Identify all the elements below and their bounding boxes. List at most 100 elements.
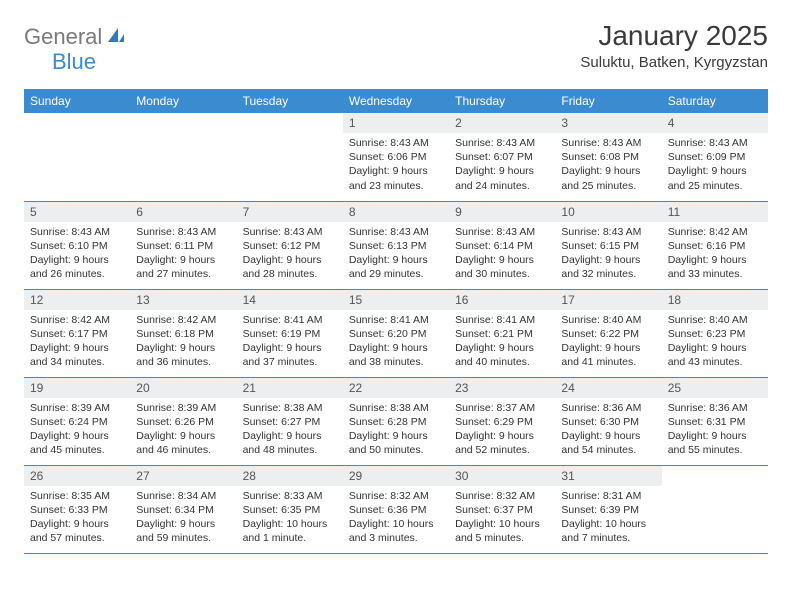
day-detail-line: and 32 minutes.: [561, 267, 655, 281]
day-detail-line: Sunset: 6:16 PM: [668, 239, 762, 253]
calendar-cell: 8Sunrise: 8:43 AMSunset: 6:13 PMDaylight…: [343, 201, 449, 289]
calendar-cell: 16Sunrise: 8:41 AMSunset: 6:21 PMDayligh…: [449, 289, 555, 377]
day-detail-line: Daylight: 9 hours: [136, 517, 230, 531]
day-details: Sunrise: 8:38 AMSunset: 6:28 PMDaylight:…: [343, 398, 449, 463]
calendar-cell: 21Sunrise: 8:38 AMSunset: 6:27 PMDayligh…: [237, 377, 343, 465]
day-detail-line: Sunrise: 8:34 AM: [136, 489, 230, 503]
day-detail-line: Sunrise: 8:42 AM: [30, 313, 124, 327]
day-detail-line: Sunset: 6:11 PM: [136, 239, 230, 253]
day-detail-line: and 5 minutes.: [455, 531, 549, 545]
dayhead-wed: Wednesday: [343, 89, 449, 113]
calendar-cell: [237, 113, 343, 201]
logo-word2: Blue: [24, 49, 96, 75]
day-details: Sunrise: 8:40 AMSunset: 6:22 PMDaylight:…: [555, 310, 661, 375]
day-detail-line: Sunrise: 8:40 AM: [561, 313, 655, 327]
day-detail-line: and 46 minutes.: [136, 443, 230, 457]
day-detail-line: Sunset: 6:17 PM: [30, 327, 124, 341]
day-number: 13: [130, 290, 236, 310]
day-detail-line: Sunset: 6:15 PM: [561, 239, 655, 253]
day-details: Sunrise: 8:41 AMSunset: 6:20 PMDaylight:…: [343, 310, 449, 375]
day-number: 12: [24, 290, 130, 310]
day-detail-line: Sunrise: 8:42 AM: [136, 313, 230, 327]
day-detail-line: and 38 minutes.: [349, 355, 443, 369]
calendar-week: 5Sunrise: 8:43 AMSunset: 6:10 PMDaylight…: [24, 201, 768, 289]
day-detail-line: and 26 minutes.: [30, 267, 124, 281]
calendar-cell: [24, 113, 130, 201]
day-details: Sunrise: 8:35 AMSunset: 6:33 PMDaylight:…: [24, 486, 130, 551]
day-detail-line: Sunrise: 8:43 AM: [455, 136, 549, 150]
day-number: 15: [343, 290, 449, 310]
day-detail-line: Sunrise: 8:41 AM: [455, 313, 549, 327]
calendar-cell: 23Sunrise: 8:37 AMSunset: 6:29 PMDayligh…: [449, 377, 555, 465]
day-detail-line: Daylight: 9 hours: [30, 517, 124, 531]
day-detail-line: Sunrise: 8:42 AM: [668, 225, 762, 239]
day-details: Sunrise: 8:43 AMSunset: 6:06 PMDaylight:…: [343, 133, 449, 198]
day-detail-line: Sunrise: 8:43 AM: [455, 225, 549, 239]
day-detail-line: Sunrise: 8:43 AM: [349, 225, 443, 239]
day-detail-line: Sunset: 6:37 PM: [455, 503, 549, 517]
day-number: 11: [662, 202, 768, 222]
calendar-cell: 19Sunrise: 8:39 AMSunset: 6:24 PMDayligh…: [24, 377, 130, 465]
day-detail-line: Daylight: 9 hours: [668, 429, 762, 443]
day-details: Sunrise: 8:41 AMSunset: 6:19 PMDaylight:…: [237, 310, 343, 375]
day-details: Sunrise: 8:43 AMSunset: 6:10 PMDaylight:…: [24, 222, 130, 287]
day-detail-line: Sunset: 6:24 PM: [30, 415, 124, 429]
day-detail-line: Sunrise: 8:37 AM: [455, 401, 549, 415]
day-number: 5: [24, 202, 130, 222]
day-detail-line: Sunrise: 8:43 AM: [30, 225, 124, 239]
day-detail-line: Daylight: 10 hours: [561, 517, 655, 531]
day-details: Sunrise: 8:32 AMSunset: 6:37 PMDaylight:…: [449, 486, 555, 551]
day-details: Sunrise: 8:42 AMSunset: 6:18 PMDaylight:…: [130, 310, 236, 375]
calendar-cell: 28Sunrise: 8:33 AMSunset: 6:35 PMDayligh…: [237, 465, 343, 553]
day-detail-line: Daylight: 9 hours: [349, 341, 443, 355]
day-number: 27: [130, 466, 236, 486]
day-detail-line: and 43 minutes.: [668, 355, 762, 369]
day-detail-line: Sunrise: 8:43 AM: [136, 225, 230, 239]
day-detail-line: Sunrise: 8:33 AM: [243, 489, 337, 503]
day-number: 19: [24, 378, 130, 398]
day-number: 20: [130, 378, 236, 398]
day-details: Sunrise: 8:43 AMSunset: 6:09 PMDaylight:…: [662, 133, 768, 198]
day-detail-line: and 36 minutes.: [136, 355, 230, 369]
calendar-cell: 29Sunrise: 8:32 AMSunset: 6:36 PMDayligh…: [343, 465, 449, 553]
day-detail-line: and 34 minutes.: [30, 355, 124, 369]
calendar-week: 1Sunrise: 8:43 AMSunset: 6:06 PMDaylight…: [24, 113, 768, 201]
day-detail-line: Sunset: 6:19 PM: [243, 327, 337, 341]
day-number: 10: [555, 202, 661, 222]
day-details: Sunrise: 8:32 AMSunset: 6:36 PMDaylight:…: [343, 486, 449, 551]
day-detail-line: Daylight: 9 hours: [349, 253, 443, 267]
month-title: January 2025: [580, 20, 768, 52]
calendar-cell: 2Sunrise: 8:43 AMSunset: 6:07 PMDaylight…: [449, 113, 555, 201]
calendar-cell: 15Sunrise: 8:41 AMSunset: 6:20 PMDayligh…: [343, 289, 449, 377]
day-detail-line: and 23 minutes.: [349, 179, 443, 193]
day-details: Sunrise: 8:33 AMSunset: 6:35 PMDaylight:…: [237, 486, 343, 551]
day-detail-line: Daylight: 9 hours: [561, 253, 655, 267]
day-detail-line: Sunset: 6:28 PM: [349, 415, 443, 429]
day-number: 3: [555, 113, 661, 133]
day-detail-line: Daylight: 9 hours: [455, 341, 549, 355]
day-number: 24: [555, 378, 661, 398]
day-number: 1: [343, 113, 449, 133]
dayhead-sat: Saturday: [662, 89, 768, 113]
day-detail-line: and 25 minutes.: [668, 179, 762, 193]
calendar-cell: 25Sunrise: 8:36 AMSunset: 6:31 PMDayligh…: [662, 377, 768, 465]
dayhead-fri: Friday: [555, 89, 661, 113]
day-detail-line: and 25 minutes.: [561, 179, 655, 193]
day-detail-line: Daylight: 9 hours: [455, 429, 549, 443]
day-detail-line: Sunset: 6:20 PM: [349, 327, 443, 341]
day-detail-line: Sunset: 6:30 PM: [561, 415, 655, 429]
logo-sail-icon: [106, 26, 126, 49]
calendar-cell: 9Sunrise: 8:43 AMSunset: 6:14 PMDaylight…: [449, 201, 555, 289]
day-detail-line: Sunrise: 8:43 AM: [561, 225, 655, 239]
day-details: Sunrise: 8:42 AMSunset: 6:17 PMDaylight:…: [24, 310, 130, 375]
day-detail-line: Sunrise: 8:41 AM: [243, 313, 337, 327]
day-details: Sunrise: 8:31 AMSunset: 6:39 PMDaylight:…: [555, 486, 661, 551]
day-detail-line: and 57 minutes.: [30, 531, 124, 545]
day-details: Sunrise: 8:43 AMSunset: 6:12 PMDaylight:…: [237, 222, 343, 287]
day-detail-line: Sunset: 6:34 PM: [136, 503, 230, 517]
day-detail-line: and 55 minutes.: [668, 443, 762, 457]
day-detail-line: Sunset: 6:27 PM: [243, 415, 337, 429]
day-detail-line: Sunrise: 8:31 AM: [561, 489, 655, 503]
calendar-cell: 13Sunrise: 8:42 AMSunset: 6:18 PMDayligh…: [130, 289, 236, 377]
day-detail-line: and 1 minute.: [243, 531, 337, 545]
